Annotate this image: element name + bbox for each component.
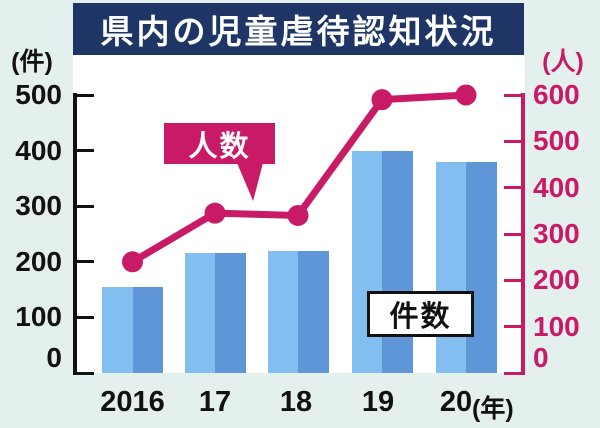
right-axis-tick-label: 600 bbox=[533, 79, 580, 110]
right-axis-tick-label: 200 bbox=[533, 264, 580, 296]
x-axis-label: 17 bbox=[198, 386, 232, 418]
bar-segment-light bbox=[184, 253, 215, 373]
left-axis-tick bbox=[73, 260, 94, 264]
right-axis-tick bbox=[504, 371, 525, 375]
left-axis-unit-label: (件) bbox=[11, 48, 53, 76]
left-axis-line bbox=[73, 93, 77, 374]
right-axis-tick bbox=[504, 232, 525, 236]
left-axis-tick bbox=[73, 315, 94, 319]
bar-segment-light bbox=[435, 161, 466, 373]
left-axis-tick bbox=[73, 93, 94, 97]
left-axis-tick-label: 500 bbox=[15, 79, 62, 110]
right-axis-tick bbox=[504, 278, 525, 282]
right-axis-tick-label: 0 bbox=[533, 342, 549, 373]
bar-segment-dark bbox=[215, 253, 246, 373]
right-axis-tick-label: 500 bbox=[533, 125, 580, 157]
chart-title: 県内の児童虐待認知状況 bbox=[73, 3, 524, 55]
bar-segment-dark bbox=[298, 250, 329, 373]
bar-segment-dark bbox=[132, 286, 163, 373]
right-axis-tick bbox=[504, 93, 525, 97]
bar-segment-light bbox=[102, 286, 133, 373]
x-axis-label: 19 bbox=[361, 386, 395, 418]
left-axis-tick-label: 400 bbox=[15, 134, 62, 166]
x-axis-suffix-label: (年) bbox=[472, 395, 514, 423]
bar-segment-dark bbox=[382, 150, 413, 373]
right-axis-tick bbox=[504, 186, 525, 190]
bar-segment-light bbox=[351, 150, 382, 373]
right-axis-tick bbox=[504, 139, 525, 143]
left-axis-tick bbox=[73, 371, 94, 375]
left-axis-tick bbox=[73, 149, 94, 153]
bar-series-callout: 件数 bbox=[367, 291, 474, 337]
right-axis-tick bbox=[504, 325, 525, 329]
line-series-callout: 人数 bbox=[164, 123, 275, 164]
right-axis-tick-label: 100 bbox=[533, 310, 580, 342]
left-axis-tick bbox=[73, 204, 94, 208]
x-axis-label: 18 bbox=[279, 386, 313, 418]
right-axis-tick-label: 300 bbox=[533, 218, 580, 249]
left-axis-tick-label: 0 bbox=[46, 342, 62, 373]
left-axis-tick-label: 100 bbox=[15, 301, 62, 333]
left-axis-tick-label: 200 bbox=[15, 245, 62, 277]
right-axis-unit-label: (人) bbox=[542, 48, 584, 76]
left-axis-tick-label: 300 bbox=[15, 190, 62, 222]
x-axis-label: 20 bbox=[439, 386, 473, 418]
bar-segment-dark bbox=[466, 161, 497, 373]
bar-segment-light bbox=[267, 250, 298, 373]
x-axis-label: 2016 bbox=[100, 386, 165, 418]
right-axis-tick-label: 400 bbox=[533, 171, 580, 203]
